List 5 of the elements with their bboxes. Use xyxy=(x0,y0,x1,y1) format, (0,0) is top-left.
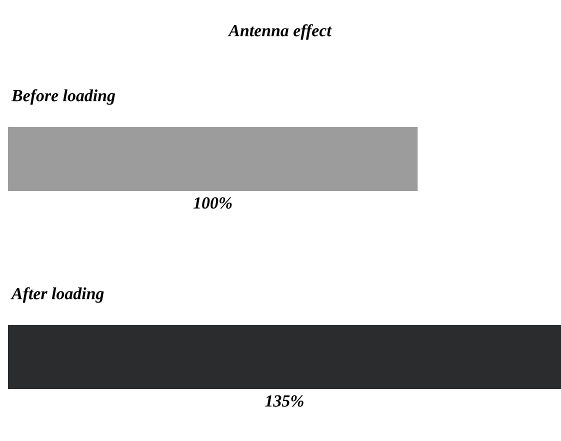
data-label: 135% xyxy=(265,395,304,407)
y-tick-label: After loading xyxy=(10,287,104,303)
text: Antenna effect xyxy=(228,24,332,40)
data-label: 100% xyxy=(193,197,232,209)
y-tick-label: Before loading xyxy=(11,89,116,105)
